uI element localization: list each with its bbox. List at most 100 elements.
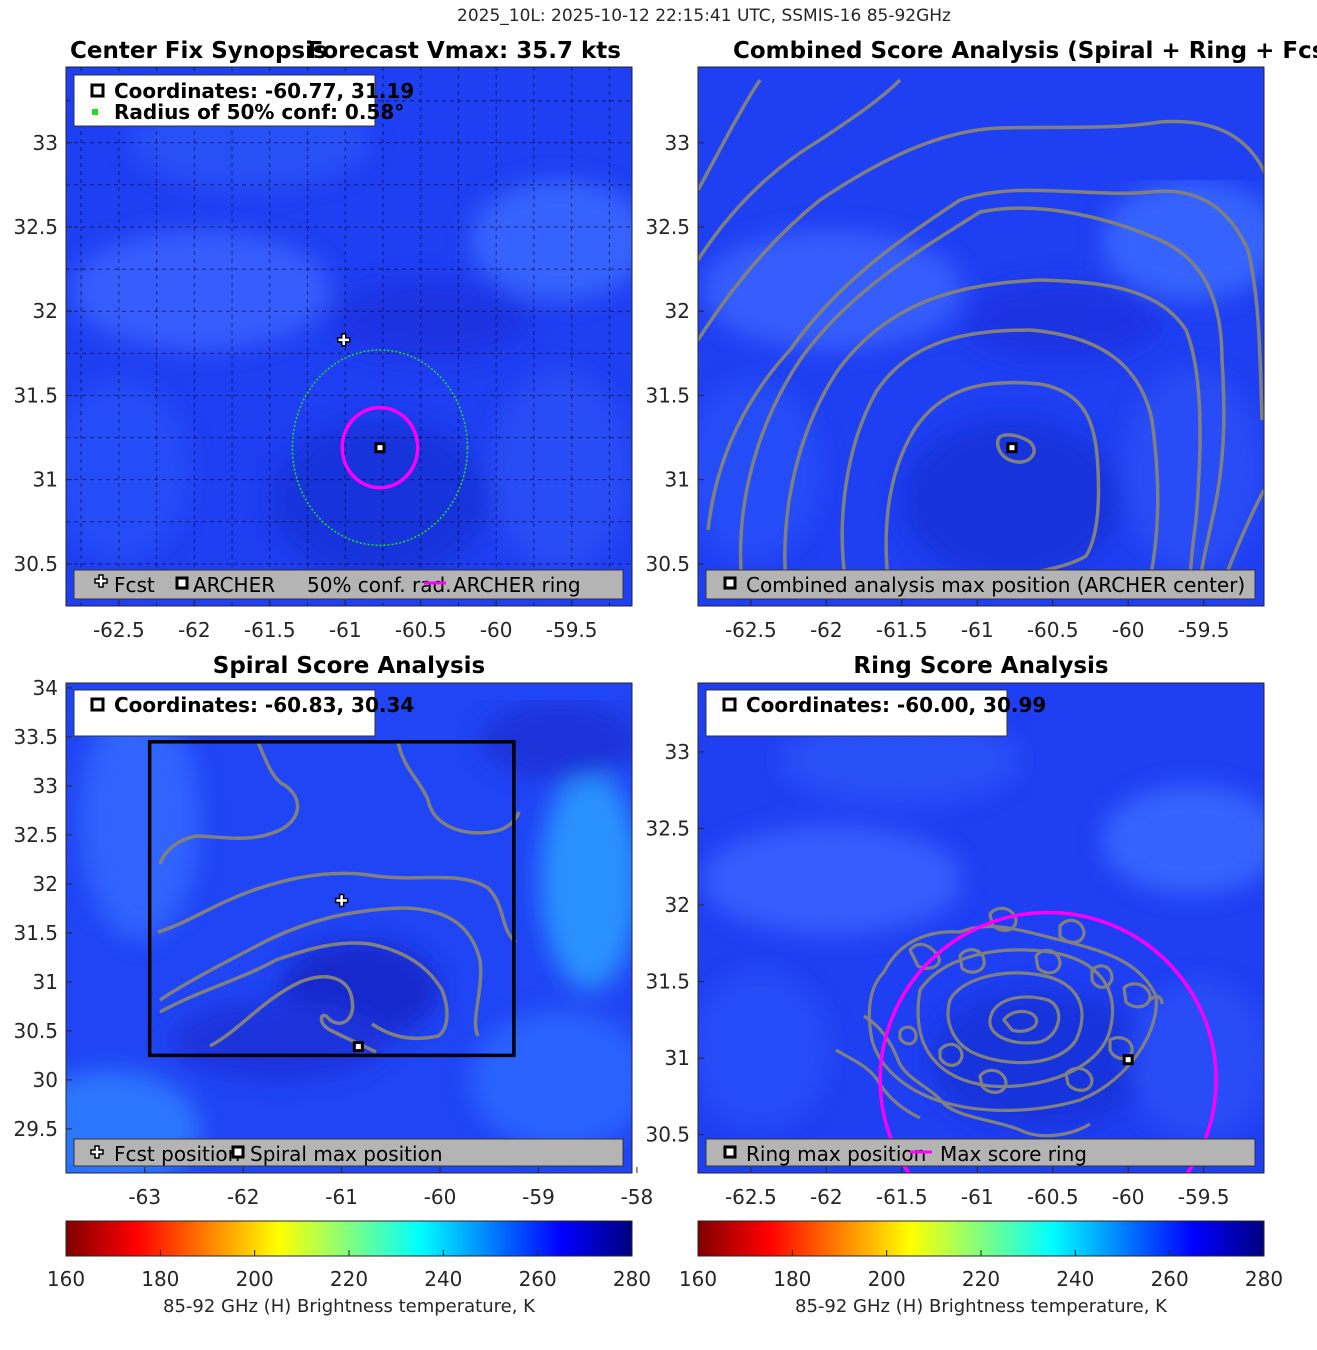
x-tick-label: -62.5 [725,618,777,642]
fcst-position-marker [334,893,349,908]
colorbar-tick-label: 280 [1245,1267,1283,1291]
panel-title-left: Center Fix Synopsis [70,38,327,64]
y-tick-label: 30.5 [13,1019,58,1043]
y-tick-label: 29.5 [13,1117,58,1141]
legend-conf-radius: 50% conf. rad. [307,573,452,597]
info-radius: Radius of 50% conf: 0.58° [114,100,404,124]
x-tick-label: -62 [178,618,211,642]
legend-fcst-position: Fcst position [114,1142,240,1166]
x-tick-label: -61.5 [876,618,928,642]
x-tick-label: -60 [1112,618,1145,642]
info-coordinates: Coordinates: -60.77, 31.19 [114,79,414,103]
x-tick-label: -62.5 [93,618,145,642]
legend: Combined analysis max position (ARCHER c… [705,569,1256,600]
ring-max-marker [1122,1054,1134,1066]
y-tick-label: 33 [665,740,690,764]
x-tick-label: -59.5 [1178,1185,1230,1209]
colorbar-tick-label: 200 [868,1267,906,1291]
axis-ticks: -62.5 -62 -61.5 -61 -60.5 -60 -59.5 30.5 31 31.5 3… [645,740,1229,1209]
legend-combined-max: Combined analysis max position (ARCHER c… [746,573,1245,597]
figure-suptitle: 2025_10L: 2025-10-12 22:15:41 UTC, SSMIS… [457,6,951,26]
axes-box [65,66,633,607]
colorbar-left: 160 180 200 220 240 260 280 85-92 GHz (H) Brig… [47,1220,651,1317]
legend-box [73,1138,624,1167]
archer-ring [340,405,420,490]
x-tick-label: -63 [128,1185,161,1209]
colorbar-tick-label: 180 [141,1267,179,1291]
x-tick-label: -62 [810,1185,843,1209]
colorbar-label: 85-92 GHz (H) Brightness temperature, K [163,1296,536,1317]
x-tick-label: -60 [424,1185,457,1209]
x-tick-label: -60.5 [1027,618,1079,642]
panel-title: Combined Score Analysis (Spiral + Ring +… [733,38,1317,64]
y-tick-label: 30 [33,1068,58,1092]
axes-box [697,66,1265,607]
info-coordinates: Coordinates: -60.83, 30.34 [114,693,414,717]
x-tick-label: -60 [1112,1185,1145,1209]
panel-title: Ring Score Analysis [853,653,1108,679]
x-tick-label: -60 [480,618,513,642]
legend-max-score-ring: Max score ring [940,1142,1087,1166]
archer-center-marker [374,442,386,454]
ring-max-marker-icon [722,697,737,712]
colorbar-tick-label: 160 [679,1267,717,1291]
archer-marker-icon [175,576,189,590]
panel-combined-score: Combined Score Analysis (Spiral + Ring +… [645,38,1317,642]
brightness-field-texture [698,715,1264,1140]
legend-box [705,1138,1256,1167]
x-tick-label: -62 [810,618,843,642]
colorbar-tick-label: 240 [424,1267,462,1291]
legend: Fcst ARCHER 50% conf. rad. ARCHER ring [73,569,624,600]
spiral-max-marker [352,1041,364,1053]
y-tick-label: 32.5 [13,215,58,239]
y-tick-label: 32 [665,893,690,917]
fcst-position-marker [336,333,351,347]
panel-center-fix-synopsis: Center Fix Synopsis Forecast Vmax: 35.7 … [13,38,633,642]
colorbar-right: 160 180 200 220 240 260 280 85-92 GHz (H) Brig… [679,1220,1283,1317]
legend-box [73,569,624,600]
archer-marker-icon [90,83,105,98]
y-tick-label: 31 [33,468,58,492]
x-tick-label: -59 [522,1185,555,1209]
y-tick-label: 32 [665,299,690,323]
fcst-marker-icon [90,1145,104,1159]
panel-spiral-score: Spiral Score Analysis [13,653,653,1209]
colorbar-tick-label: 160 [47,1267,85,1291]
colorbar-tick-label: 180 [773,1267,811,1291]
panel-ring-score: Ring Score Analysis [645,653,1265,1209]
legend-archer-ring: ARCHER ring [453,573,581,597]
axis-ticks: -63 -62 -61 -60 -59 -58 29.5 30 30.5 31 31.5 32 32.5… [13,676,653,1209]
colorbar-tick-label: 260 [519,1267,557,1291]
colorbar-tick-label: 220 [330,1267,368,1291]
spiral-max-marker-icon [90,697,105,712]
max-position-marker-icon [723,576,737,590]
x-tick-label: -59.5 [1178,618,1230,642]
spiral-score-contours [157,741,521,1054]
y-tick-label: 31.5 [645,970,690,994]
x-tick-label: -62 [227,1185,260,1209]
info-box [73,74,376,127]
colorbar-tick-label: 280 [613,1267,651,1291]
x-tick-label: -61 [961,1185,994,1209]
y-tick-label: 32.5 [645,215,690,239]
info-box [73,689,376,737]
info-box [705,689,1008,737]
y-tick-label: 34 [33,676,58,700]
legend-ring-max: Ring max position [746,1142,926,1166]
colorbar-tick-label: 220 [962,1267,1000,1291]
legend-archer: ARCHER [193,573,275,597]
x-tick-label: -61.5 [244,618,296,642]
y-tick-label: 30.5 [13,552,58,576]
combined-max-marker [1006,442,1018,454]
y-tick-label: 30.5 [645,552,690,576]
axis-ticks: -62.5 -62 -61.5 -61 -60.5 -60 -59.5 30.5 31 31.5 3… [645,131,1229,642]
x-tick-label: -60.5 [1027,1185,1079,1209]
x-tick-label: -61.5 [876,1185,928,1209]
colorbar-tick-label: 240 [1056,1267,1094,1291]
y-tick-label: 31.5 [13,921,58,945]
max-score-ring [878,910,1218,1173]
y-tick-label: 31.5 [13,383,58,407]
x-tick-label: -61 [325,1185,358,1209]
fcst-marker-icon [94,574,108,588]
